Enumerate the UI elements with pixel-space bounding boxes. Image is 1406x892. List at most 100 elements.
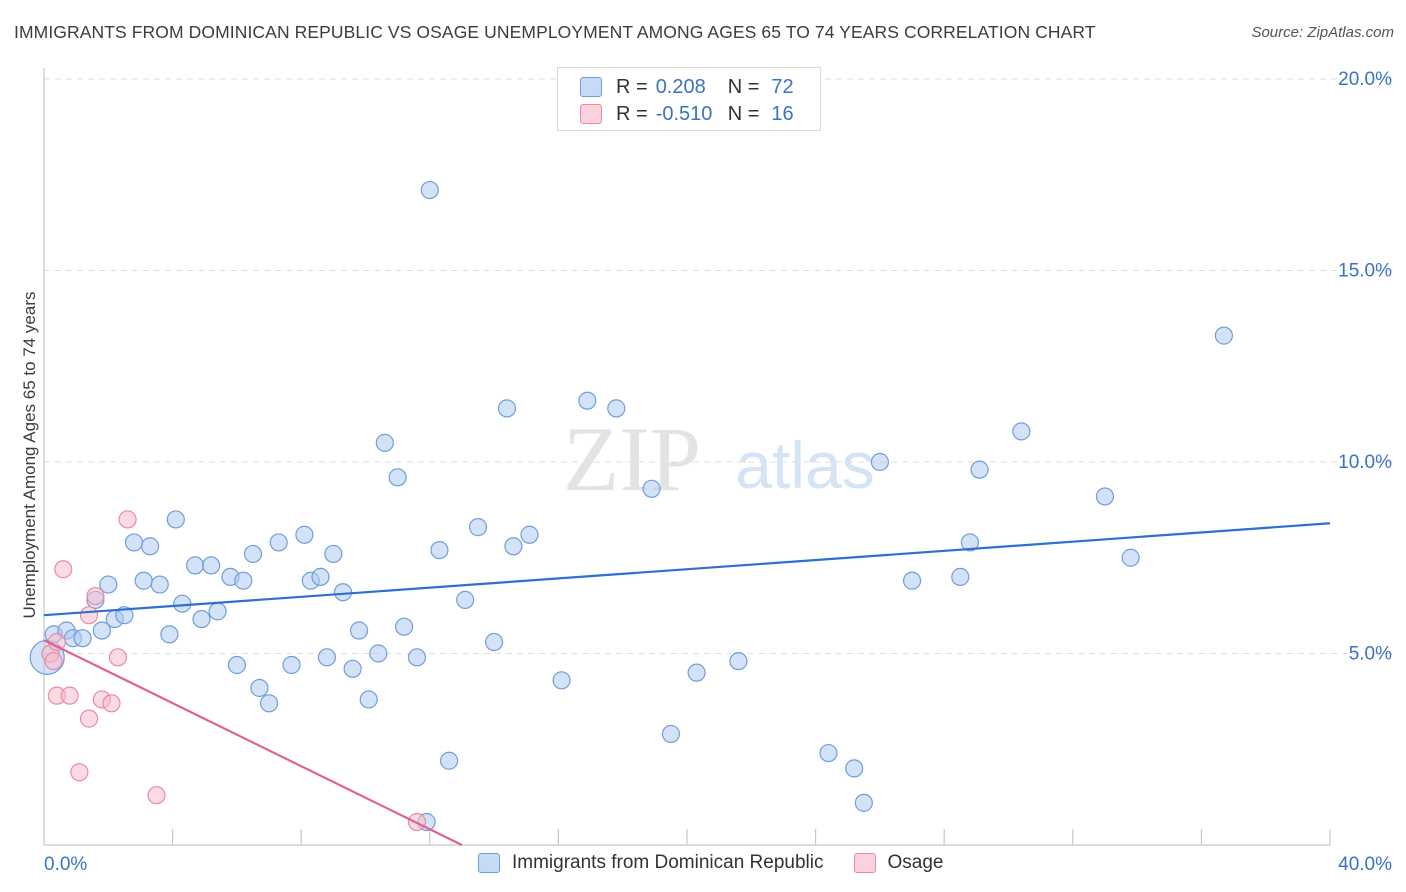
point-dominican: [160, 625, 179, 644]
point-osage: [79, 606, 99, 625]
grid: [44, 78, 1392, 654]
legend-swatch-pink: [580, 104, 602, 124]
point-dominican: [227, 655, 246, 675]
series-dominican-points: [29, 180, 1234, 832]
point-dominican: [250, 678, 269, 698]
point-dominican: [73, 629, 92, 648]
point-osage: [44, 652, 63, 671]
point-dominican: [192, 609, 211, 629]
point-dominican: [186, 556, 205, 575]
point-dominican: [504, 537, 523, 556]
point-dominican: [819, 743, 838, 763]
series-legend-label: Osage: [887, 852, 944, 873]
point-osage: [86, 586, 105, 606]
point-dominican: [269, 533, 288, 552]
x-tick-label: 40.0%: [1338, 854, 1392, 875]
point-osage: [47, 632, 66, 652]
point-dominican: [468, 518, 488, 537]
series-legend-item-dominican: Immigrants from Dominican Republic: [478, 852, 824, 874]
tick-labels: 5.0% 10.0% 15.0% 20.0% 0.0% 40.0%: [44, 69, 1392, 875]
x-tick-label: 0.0%: [44, 854, 87, 875]
point-dominican: [124, 533, 144, 552]
legend-n-label: N =: [727, 75, 760, 98]
legend-row-osage: R = -0.510 N = 16: [580, 101, 794, 127]
point-osage: [54, 560, 73, 579]
point-dominican: [729, 652, 748, 671]
point-dominican: [430, 540, 449, 560]
point-dominican: [1214, 326, 1234, 345]
legend-n-value: 16: [771, 102, 794, 125]
point-dominican: [578, 391, 597, 410]
axes: [43, 68, 1331, 846]
trend-line-dominican: [43, 522, 1331, 617]
point-dominican: [497, 399, 517, 418]
point-osage: [79, 709, 99, 728]
correlation-legend: R = 0.208 N = 72 R = -0.510 N = 16: [557, 67, 821, 131]
point-dominican: [1095, 487, 1115, 506]
y-tick-label: 10.0%: [1338, 452, 1392, 473]
point-dominican: [970, 460, 989, 479]
point-dominican: [485, 632, 504, 652]
legend-n-label: N =: [727, 102, 760, 125]
point-dominican: [951, 567, 970, 587]
series-legend-item-osage: Osage: [853, 852, 944, 874]
trend-lines: [43, 522, 1331, 846]
point-dominican: [687, 663, 706, 682]
point-dominican: [282, 655, 301, 675]
point-dominican: [150, 575, 169, 594]
y-tick-label: 5.0%: [1349, 644, 1392, 665]
watermark: ZIP atlas: [563, 408, 875, 510]
chart-title: IMMIGRANTS FROM DOMINICAN REPUBLIC VS OS…: [14, 22, 1096, 42]
point-dominican: [854, 793, 873, 812]
point-dominican: [388, 468, 407, 487]
point-dominican: [870, 452, 890, 472]
point-dominican: [134, 571, 153, 590]
point-dominican: [295, 525, 314, 544]
point-dominican: [349, 621, 369, 640]
legend-r-label: R =: [616, 102, 648, 125]
y-tick-label: 15.0%: [1338, 261, 1392, 282]
point-dominican: [902, 571, 922, 590]
point-dominican: [456, 590, 475, 609]
point-osage: [118, 510, 137, 529]
point-dominican: [661, 724, 681, 744]
point-osage: [70, 763, 89, 782]
point-dominican: [99, 575, 118, 594]
point-dominican: [343, 659, 362, 678]
point-dominican: [375, 433, 394, 452]
point-dominican: [845, 759, 864, 778]
point-dominican: [333, 583, 353, 602]
series-legend: Immigrants from Dominican Republic Osage: [478, 852, 973, 874]
point-dominican: [960, 533, 980, 552]
point-dominican: [173, 594, 192, 613]
point-dominican: [259, 694, 279, 713]
point-dominican: [359, 690, 378, 709]
point-dominican: [243, 544, 263, 564]
series-legend-swatch-blue: [478, 853, 500, 873]
series-legend-swatch-pink: [853, 853, 876, 873]
legend-r-label: R =: [616, 75, 648, 98]
point-dominican: [311, 567, 330, 587]
point-dominican: [166, 510, 185, 529]
point-osage: [60, 686, 79, 705]
point-dominican: [92, 621, 111, 640]
point-dominican: [607, 399, 626, 418]
point-dominican: [317, 648, 337, 667]
trend-line-osage: [43, 639, 463, 846]
point-dominican: [202, 556, 221, 575]
source-label: Source: ZipAtlas.com: [1251, 24, 1394, 41]
point-dominican: [324, 544, 343, 564]
point-dominican: [520, 525, 539, 544]
point-osage: [147, 786, 166, 805]
y-tick-label: 20.0%: [1338, 69, 1392, 90]
point-osage: [108, 648, 128, 667]
point-dominican: [369, 644, 388, 663]
point-dominican: [208, 602, 227, 621]
legend-row-dominican: R = 0.208 N = 72: [580, 74, 794, 100]
series-osage-points: [41, 510, 427, 832]
watermark-atlas: atlas: [735, 428, 874, 502]
legend-r-value: 0.208: [655, 75, 706, 98]
point-dominican: [1121, 548, 1140, 567]
point-dominican: [407, 648, 427, 667]
